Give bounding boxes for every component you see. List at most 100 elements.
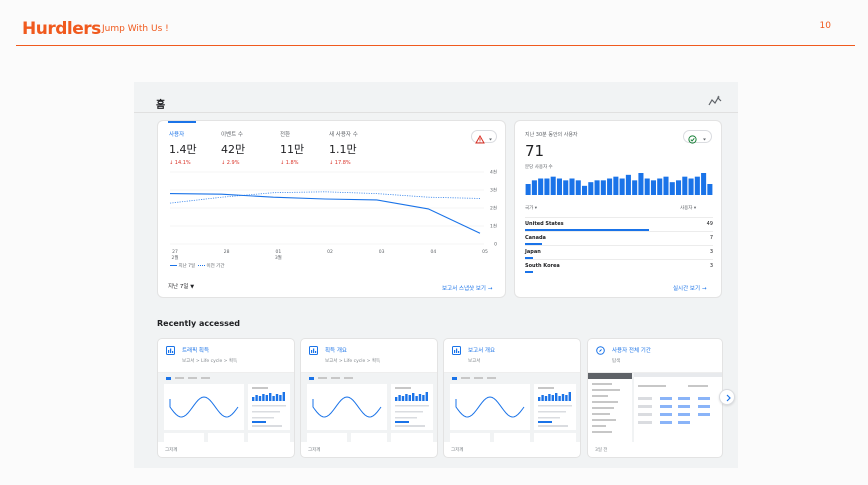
minute-bar bbox=[688, 178, 694, 195]
thumb-panel bbox=[248, 433, 290, 442]
analytics-home-panel: 홈 사용자 1.4만 ↓ 14.1% 이벤트 수 42만 ↓ 2.9% 전환 1… bbox=[134, 82, 738, 468]
country-users: 7 bbox=[709, 235, 713, 241]
thumb-bar bbox=[252, 397, 255, 401]
recent-card-title: 획득 개요 bbox=[325, 348, 347, 354]
thumb-accent bbox=[395, 421, 409, 423]
thumb-bar bbox=[262, 394, 265, 401]
thumb-tab bbox=[331, 377, 340, 379]
minute-bar bbox=[707, 184, 713, 195]
metric-events[interactable]: 이벤트 수 42만 ↓ 2.9% bbox=[221, 130, 245, 166]
active-tab-indicator bbox=[168, 121, 196, 123]
minute-bar bbox=[582, 185, 588, 195]
users-column-header[interactable]: 사용자 ▾ bbox=[680, 205, 696, 211]
thumb-bar bbox=[275, 394, 279, 401]
report-icon bbox=[166, 346, 175, 355]
country-row: Canada 7 bbox=[525, 231, 713, 245]
realtime-title: 지난 30분 동안의 사용자 bbox=[525, 132, 578, 138]
thumb-panel bbox=[164, 433, 204, 442]
link-label: 보고서 스냅샷 보기 bbox=[442, 286, 486, 292]
x-tick-sublabel: 2월 bbox=[171, 254, 178, 261]
metric-conversions[interactable]: 전환 11만 ↓ 1.8% bbox=[280, 130, 304, 166]
thumb-chart-panel bbox=[450, 384, 530, 430]
thumb-bar bbox=[395, 397, 398, 401]
minute-bar bbox=[676, 180, 682, 195]
explore-icon bbox=[596, 346, 605, 355]
metric-label: 사용자 bbox=[169, 132, 185, 138]
report-thumbnail bbox=[444, 372, 580, 442]
column-label: 국가 bbox=[525, 206, 534, 211]
minute-bar bbox=[569, 178, 575, 195]
recent-card-traffic-acquisition[interactable]: 트래픽 획득 보고서 > Life cycle > 획득 그저께 bbox=[157, 338, 295, 458]
arrow-right-icon: → bbox=[701, 286, 707, 292]
date-range-select[interactable]: 지난 7일 ▼ bbox=[168, 282, 194, 290]
chart-legend: 지난 7일 이전 기간 bbox=[170, 263, 224, 269]
per-minute-bar-chart bbox=[525, 173, 713, 195]
metric-value: 11만 bbox=[280, 143, 305, 156]
carousel-next-button[interactable] bbox=[719, 389, 735, 405]
thumb-text bbox=[395, 387, 411, 389]
thumb-text bbox=[395, 425, 425, 427]
y-tick-label: 2천 bbox=[490, 205, 497, 212]
thumb-bar bbox=[568, 392, 571, 401]
report-thumbnail bbox=[301, 372, 437, 442]
country-share-bar bbox=[525, 243, 542, 245]
realtime-card: 지난 30분 동안의 사용자 71 분당 사용자 수 국가 ▾ 사용자 ▾ Un… bbox=[514, 120, 722, 298]
y-tick-label: 4천 bbox=[490, 169, 497, 176]
metric-users[interactable]: 사용자 1.4만 ↓ 14.1% bbox=[169, 130, 197, 166]
thumb-text bbox=[538, 411, 566, 413]
thumb-text bbox=[252, 405, 286, 407]
header-divider bbox=[16, 45, 855, 46]
recent-card-user-lifetime[interactable]: 사용자 전체 기간 탐색 bbox=[587, 338, 723, 458]
report-icon bbox=[309, 346, 318, 355]
minute-bar bbox=[682, 176, 688, 195]
metric-value: 1.4만 bbox=[169, 143, 197, 156]
thumb-text bbox=[395, 405, 429, 407]
minute-bar bbox=[525, 184, 531, 195]
recent-card-acquisition-overview[interactable]: 획득 개요 보고서 > Life cycle > 획득 그저께 bbox=[300, 338, 438, 458]
metric-delta-value: 1.8% bbox=[285, 160, 299, 166]
thumb-accent bbox=[252, 421, 266, 423]
thumb-bar bbox=[255, 395, 258, 401]
thumb-tab bbox=[318, 377, 327, 379]
thumb-bar bbox=[541, 395, 544, 401]
realtime-subtitle: 분당 사용자 수 bbox=[525, 165, 553, 170]
thumb-bar bbox=[408, 395, 411, 401]
thumb-bar bbox=[418, 394, 422, 401]
country-users: 49 bbox=[706, 221, 713, 227]
metrics-card: 사용자 1.4만 ↓ 14.1% 이벤트 수 42만 ↓ 2.9% 전환 11만… bbox=[157, 120, 506, 298]
x-tick-label: 02 bbox=[327, 249, 333, 255]
view-report-snapshot-link[interactable]: 보고서 스냅샷 보기 → bbox=[442, 284, 492, 292]
metric-label: 이벤트 수 bbox=[221, 132, 243, 138]
thumb-bar bbox=[415, 396, 418, 401]
country-column-header[interactable]: 국가 ▾ bbox=[525, 205, 537, 211]
dropdown-caret-icon: ▾ bbox=[534, 206, 537, 211]
thumb-text bbox=[252, 425, 282, 427]
thumb-text bbox=[538, 417, 560, 419]
metric-delta: ↓ 1.8% bbox=[280, 160, 299, 166]
page-title: 홈 bbox=[156, 100, 166, 111]
thumb-text bbox=[538, 405, 572, 407]
data-quality-ok-button[interactable] bbox=[683, 130, 712, 144]
warning-icon bbox=[475, 134, 485, 144]
recent-card-time: 그저께 bbox=[165, 448, 178, 453]
legend-label: 지난 7일 bbox=[178, 264, 196, 269]
recent-card-reports-overview[interactable]: 보고서 개요 보고서 그저께 bbox=[443, 338, 581, 458]
insights-icon[interactable] bbox=[708, 95, 722, 107]
minute-bar bbox=[594, 180, 600, 195]
data-quality-button[interactable] bbox=[471, 130, 497, 144]
x-tick-label: 03 bbox=[379, 249, 385, 255]
country-name: Canada bbox=[525, 235, 546, 241]
thumb-bar bbox=[401, 396, 405, 401]
thumb-chart-panel bbox=[164, 384, 244, 430]
thumb-bar bbox=[265, 395, 268, 401]
metric-new-users[interactable]: 새 사용자 수 1.1만 ↓ 17.8% bbox=[329, 130, 358, 166]
thumb-bar bbox=[561, 394, 565, 401]
page-number: 10 bbox=[819, 21, 831, 31]
thumb-text bbox=[538, 387, 554, 389]
thumb-line bbox=[169, 396, 239, 418]
minute-bar bbox=[550, 176, 556, 195]
minute-bar bbox=[644, 178, 650, 195]
legend-swatch-dotted bbox=[198, 265, 206, 266]
view-realtime-link[interactable]: 실시간 보기 → bbox=[673, 284, 706, 292]
x-tick-label: 27 bbox=[172, 249, 178, 255]
